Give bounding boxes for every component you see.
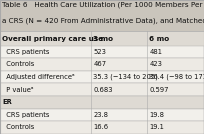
Text: Controls: Controls bbox=[2, 124, 35, 130]
Bar bbox=[0, 109, 204, 121]
Text: 19.1: 19.1 bbox=[149, 124, 164, 130]
Text: 467: 467 bbox=[93, 62, 106, 67]
Text: 19.8: 19.8 bbox=[149, 112, 164, 118]
Text: ER: ER bbox=[2, 99, 12, 105]
Text: CRS patients: CRS patients bbox=[2, 49, 50, 55]
Text: 481: 481 bbox=[149, 49, 162, 55]
Text: a CRS (N = 420 From Administrative Data), and Matched Cor: a CRS (N = 420 From Administrative Data)… bbox=[2, 18, 204, 25]
Bar bbox=[0, 121, 204, 134]
Bar bbox=[0, 71, 204, 83]
Text: 423: 423 bbox=[149, 62, 162, 67]
Text: Table 6   Health Care Utilization (Per 1000 Members Per Mon: Table 6 Health Care Utilization (Per 100… bbox=[2, 2, 204, 8]
Text: 35.3 (−134 to 205): 35.3 (−134 to 205) bbox=[93, 74, 158, 80]
Bar bbox=[0, 46, 204, 58]
Text: 3 mo: 3 mo bbox=[93, 36, 113, 42]
Bar bbox=[0, 83, 204, 96]
Text: 0.683: 0.683 bbox=[93, 87, 113, 93]
Text: 36.4 (−98 to 171): 36.4 (−98 to 171) bbox=[149, 74, 204, 80]
Bar bbox=[0, 96, 204, 109]
Text: P valueᵃ: P valueᵃ bbox=[2, 87, 34, 93]
Text: 0.597: 0.597 bbox=[149, 87, 169, 93]
Text: 523: 523 bbox=[93, 49, 106, 55]
Text: CRS patients: CRS patients bbox=[2, 112, 50, 118]
Text: Adjusted differenceᵃ: Adjusted differenceᵃ bbox=[2, 74, 75, 80]
Bar bbox=[0, 58, 204, 71]
Text: Controls: Controls bbox=[2, 62, 35, 67]
Bar bbox=[0, 0, 204, 31]
Text: 16.6: 16.6 bbox=[93, 124, 108, 130]
Text: Overall primary care use: Overall primary care use bbox=[2, 36, 104, 42]
Bar bbox=[0, 31, 204, 46]
Text: 23.8: 23.8 bbox=[93, 112, 108, 118]
Text: 6 mo: 6 mo bbox=[149, 36, 170, 42]
